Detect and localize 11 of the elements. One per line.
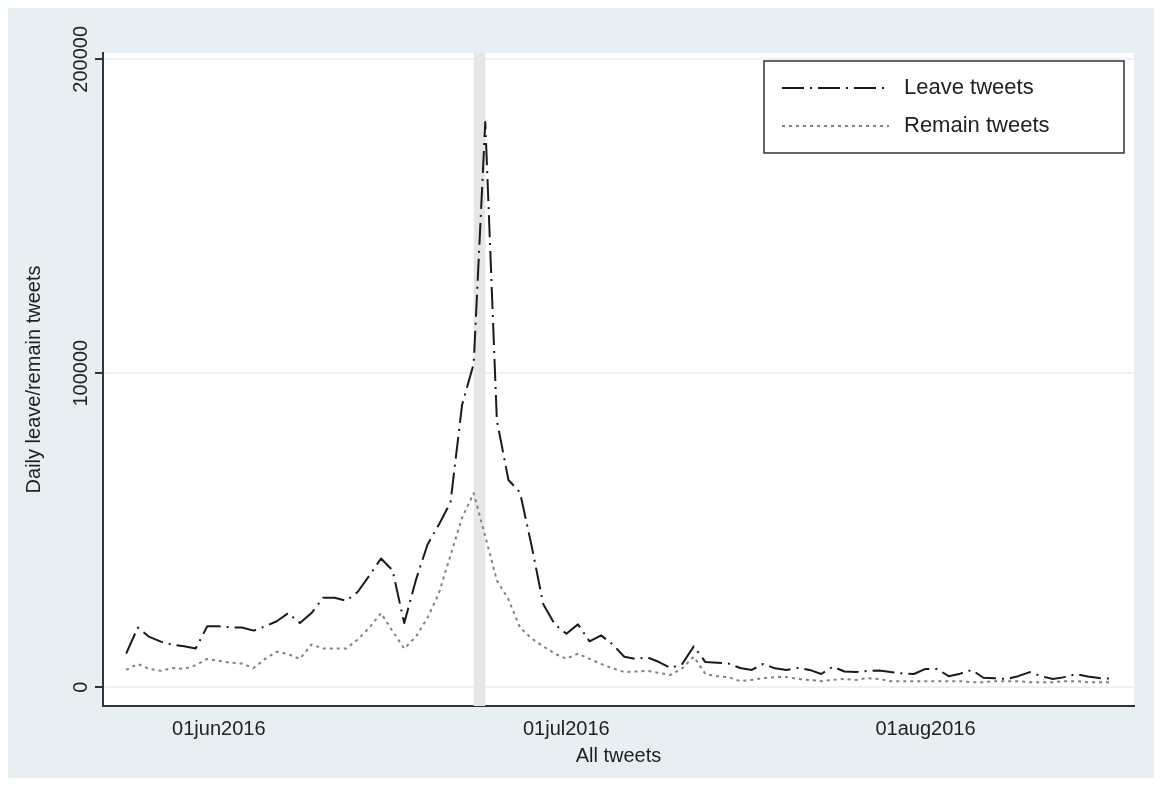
x-tick-label: 01jul2016 [523, 716, 610, 739]
y-tick-label: 100000 [68, 339, 91, 407]
y-tick-label: 200000 [68, 25, 91, 93]
legend-label: Leave tweets [904, 74, 1034, 100]
legend-label: Remain tweets [904, 112, 1050, 138]
line-series [125, 492, 1112, 684]
x-tick-label: 01aug2016 [875, 716, 976, 739]
y-tick-label: 0 [68, 681, 91, 693]
x-tick-label: 01jun2016 [172, 716, 266, 739]
x-axis-title: All tweets [575, 743, 662, 766]
y-axis-title: Daily leave/remain tweets [21, 265, 44, 494]
